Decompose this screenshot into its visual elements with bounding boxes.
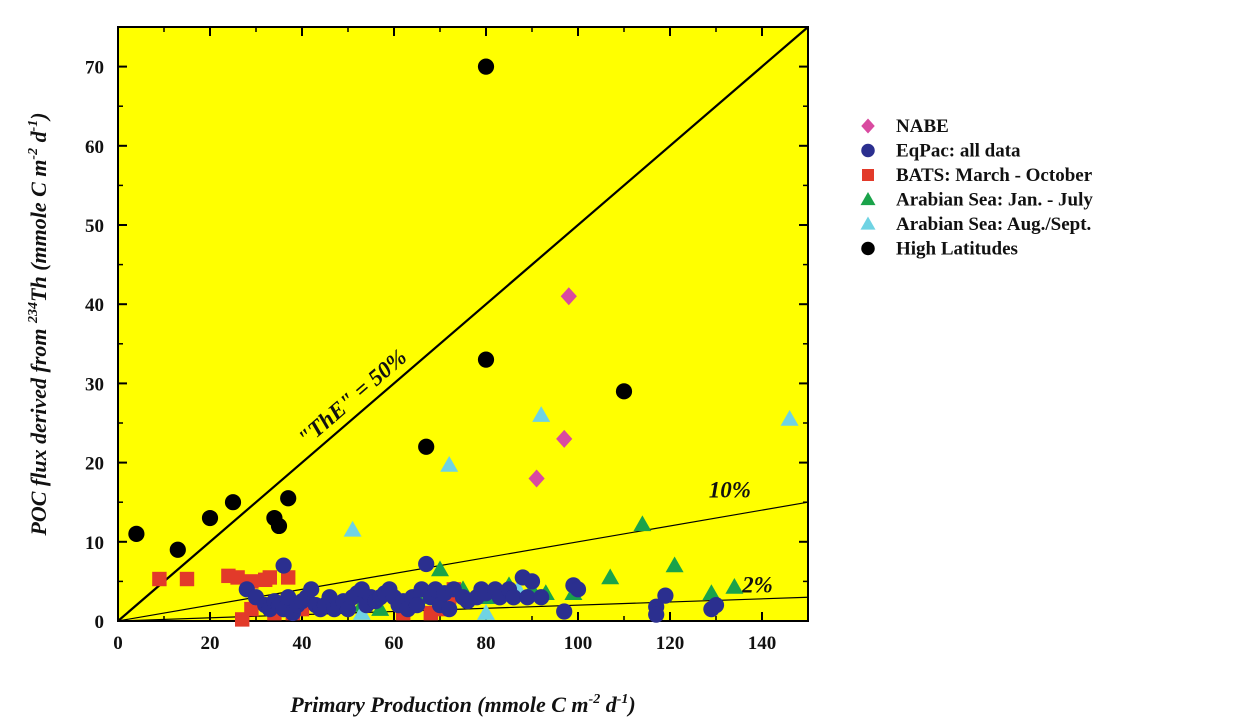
data-point (201, 509, 219, 527)
data-point (780, 410, 799, 426)
data-point (533, 589, 550, 606)
data-point (230, 570, 245, 585)
data-point (371, 600, 390, 616)
data-point (528, 469, 545, 488)
x-tick-label: 60 (385, 633, 404, 654)
legend-marker (861, 143, 875, 158)
y-axis-title: POC flux derived from 234Th (mmole C m-2… (26, 112, 51, 536)
legend-label: Arabian Sea: Aug./Sept. (896, 214, 1091, 235)
data-point (169, 541, 186, 558)
y-tick-label: 50 (85, 216, 104, 237)
legend-label: Arabian Sea: Jan. - July (896, 190, 1093, 211)
data-point (725, 577, 744, 594)
data-point (556, 603, 573, 620)
x-tick-label: 100 (564, 633, 593, 654)
data-point (560, 287, 577, 306)
data-point (440, 455, 459, 472)
legend-label: BATS: March - October (896, 165, 1093, 186)
x-tick-label: 140 (748, 633, 777, 654)
x-tick-label: 40 (293, 633, 312, 654)
data-point (505, 589, 522, 606)
legend-marker (861, 118, 875, 134)
data-point (281, 570, 296, 585)
data-point (275, 557, 292, 574)
data-point (556, 429, 573, 448)
data-point (657, 587, 674, 604)
x-tick-label: 120 (656, 633, 685, 654)
data-point (707, 597, 725, 614)
legend-label: High Latitudes (896, 239, 1018, 260)
axis-ticks: 0 20 40 60 80 100 120 140 0 10 20 30 40 50 60 70 (85, 26, 808, 654)
reference-line (117, 501, 809, 622)
data-point (648, 606, 665, 623)
data-point (418, 555, 435, 573)
x-tick-label: 80 (477, 633, 496, 654)
data-point (352, 604, 371, 620)
data-point (408, 597, 426, 614)
data-point (280, 490, 297, 507)
legend-label: NABE (896, 116, 949, 137)
data-point (441, 601, 458, 618)
reference-line-label: 10% (709, 477, 751, 502)
data-point (523, 573, 541, 590)
legend-marker (860, 216, 876, 230)
data-point (477, 58, 495, 75)
data-point (569, 581, 587, 598)
data-point (343, 520, 362, 537)
legend-label: EqPac: all data (896, 141, 1021, 162)
data-point (431, 560, 449, 577)
y-tick-label: 0 (95, 612, 105, 633)
data-point (633, 515, 652, 532)
y-tick-label: 70 (85, 58, 104, 79)
y-tick-label: 60 (85, 137, 104, 158)
data-point (601, 568, 620, 585)
data-point (615, 383, 633, 400)
data-point (519, 589, 536, 606)
x-axis-title: Primary Production (mmole C m-2 d-1) (289, 692, 635, 717)
data-point (418, 438, 435, 455)
y-tick-label: 10 (85, 533, 104, 554)
data-point (477, 351, 495, 368)
data-point (179, 571, 195, 587)
x-tick-label: 20 (201, 633, 220, 654)
data-point (665, 556, 684, 573)
data-point (702, 584, 721, 601)
legend-marker (860, 192, 876, 206)
data-point (270, 517, 288, 535)
data-point (128, 525, 145, 542)
reference-line (117, 26, 809, 622)
data-point (152, 571, 167, 587)
data-points (128, 58, 799, 627)
y-tick-label: 20 (85, 454, 104, 475)
legend: NABE EqPac: all data BATS: March - October… (860, 116, 1093, 260)
legend-marker (861, 241, 875, 256)
legend-marker (862, 169, 874, 181)
data-point (477, 604, 495, 620)
data-point (262, 570, 277, 585)
data-point (224, 494, 242, 511)
data-point (303, 581, 320, 598)
x-tick-label: 0 (113, 633, 123, 654)
reference-line (117, 596, 809, 622)
y-tick-label: 40 (85, 295, 104, 316)
reference-line-label: 2% (741, 572, 773, 597)
y-tick-label: 30 (85, 374, 104, 395)
data-point (532, 406, 551, 422)
